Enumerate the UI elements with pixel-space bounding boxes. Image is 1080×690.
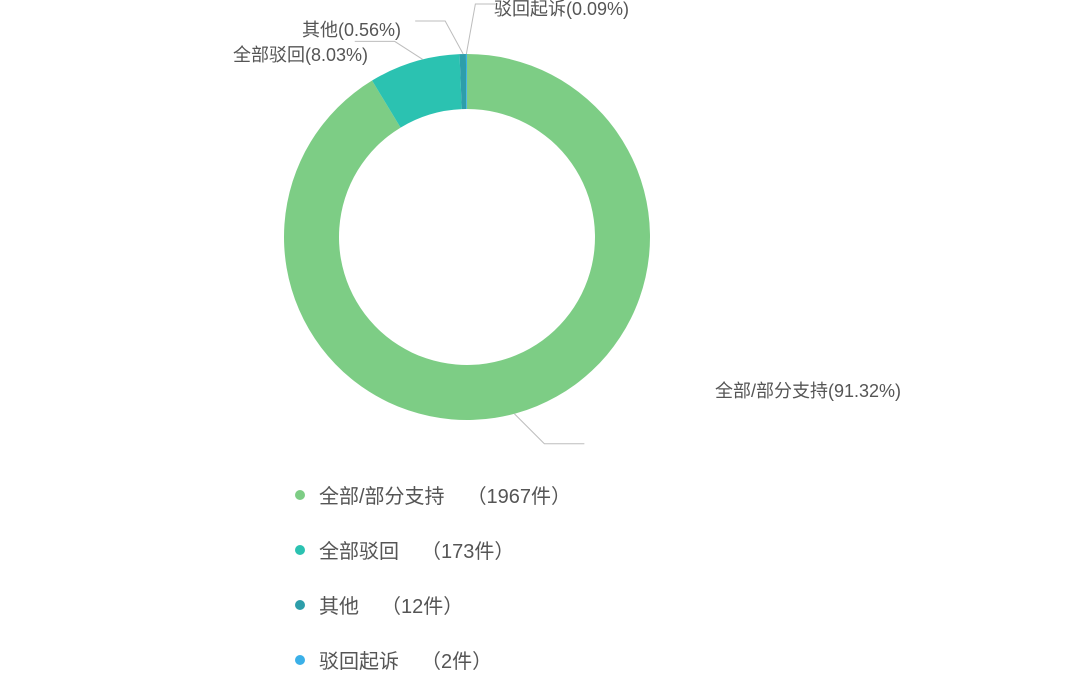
callout-label-rejectSue: 驳回起诉(0.09%) xyxy=(494,0,629,21)
legend-item-rejectSue: 驳回起诉 （2件） xyxy=(295,645,571,674)
legend-name: 全部/部分支持 xyxy=(319,480,445,509)
leader-line-other xyxy=(415,21,463,54)
legend-dot-other xyxy=(295,600,305,610)
chart-stage: 驳回起诉(0.09%) 其他(0.56%) 全部驳回(8.03%) 全部/部分支… xyxy=(0,0,1080,690)
callout-label-rejectAll: 全部驳回(8.03%) xyxy=(233,41,368,67)
legend-dot-rejectAll xyxy=(295,545,305,555)
legend-count: （173件） xyxy=(421,535,514,564)
legend-name: 其他 xyxy=(319,590,359,619)
legend-item-support: 全部/部分支持 （1967件） xyxy=(295,480,571,509)
leader-line-support xyxy=(514,414,584,444)
legend-item-rejectAll: 全部驳回 （173件） xyxy=(295,535,571,564)
legend-dot-rejectSue xyxy=(295,655,305,665)
legend-dot-support xyxy=(295,490,305,500)
legend-count: （1967件） xyxy=(467,480,572,509)
leader-line-rejectSue xyxy=(466,4,497,54)
legend-count: （12件） xyxy=(381,590,463,619)
callout-label-support: 全部/部分支持(91.32%) xyxy=(715,377,901,403)
legend: 全部/部分支持 （1967件） 全部驳回 （173件） 其他 （12件） 驳回起… xyxy=(295,480,571,690)
legend-name: 驳回起诉 xyxy=(319,645,399,674)
legend-item-other: 其他 （12件） xyxy=(295,590,571,619)
callout-label-other: 其他(0.56%) xyxy=(302,16,401,42)
legend-count: （2件） xyxy=(421,645,492,674)
legend-name: 全部驳回 xyxy=(319,535,399,564)
